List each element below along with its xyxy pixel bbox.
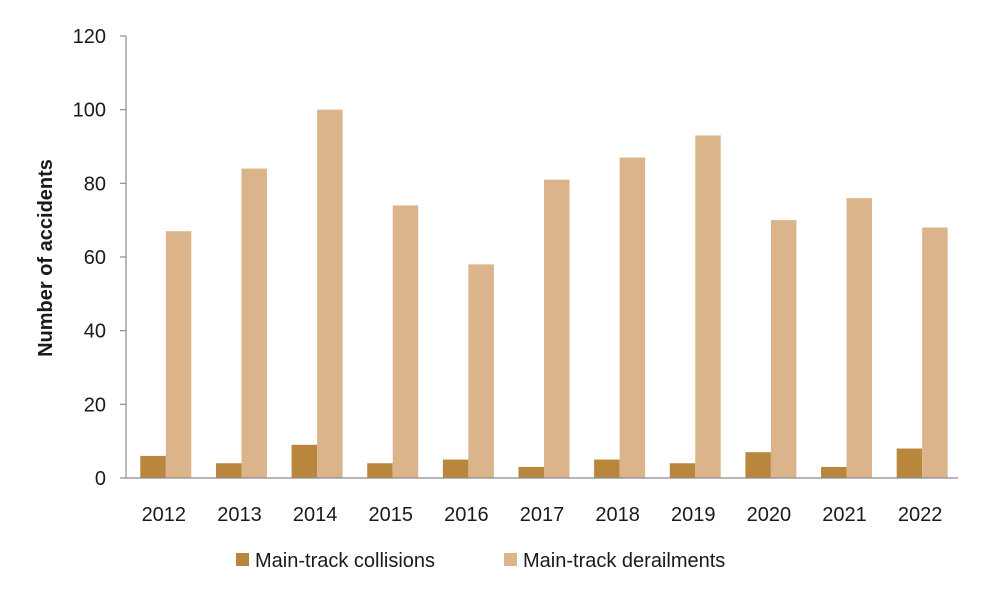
legend-swatch-collisions — [236, 553, 249, 566]
y-tick-label: 0 — [95, 468, 106, 490]
bar-collisions-2018 — [594, 459, 620, 478]
x-tick-label: 2012 — [142, 504, 187, 526]
y-tick-label: 20 — [84, 394, 106, 416]
x-tick-label: 2013 — [217, 504, 262, 526]
bar-collisions-2019 — [669, 463, 696, 478]
x-tick-label: 2020 — [747, 504, 792, 526]
bars — [140, 109, 948, 479]
legend-label-collisions: Main-track collisions — [255, 550, 435, 572]
bar-collisions-2012 — [140, 455, 166, 478]
bar-derailments-2017 — [544, 179, 570, 478]
x-tick-label: 2016 — [444, 504, 489, 526]
legend-label-derailments: Main-track derailments — [523, 550, 725, 572]
bar-collisions-2016 — [442, 459, 469, 478]
legend: Main-track collisions Main-track derailme… — [236, 550, 725, 572]
bar-derailments-2016 — [468, 264, 494, 478]
bar-derailments-2020 — [770, 220, 797, 478]
x-tick-label: 2021 — [822, 504, 867, 526]
bar-collisions-2013 — [215, 463, 242, 478]
y-tick-label: 40 — [84, 321, 106, 343]
bar-derailments-2013 — [241, 168, 267, 478]
y-tick-label: 60 — [84, 247, 106, 269]
bar-collisions-2021 — [821, 466, 847, 478]
y-tick-label: 100 — [73, 100, 106, 122]
bar-collisions-2020 — [745, 452, 771, 478]
x-tick-label: 2014 — [293, 504, 338, 526]
bar-derailments-2015 — [392, 205, 419, 478]
bar-derailments-2014 — [317, 109, 343, 479]
x-tick-label: 2022 — [898, 504, 943, 526]
x-tick-label: 2017 — [520, 504, 565, 526]
legend-swatch-derailments — [504, 553, 517, 566]
y-tick-label: 80 — [84, 173, 106, 195]
x-axis: 2012 2013 2014 2015 2016 2017 2018 2019 2020 2021… — [142, 504, 943, 526]
bar-derailments-2022 — [922, 227, 948, 478]
bar-derailments-2021 — [846, 198, 873, 479]
x-tick-label: 2015 — [368, 504, 413, 526]
bar-collisions-2017 — [518, 466, 544, 478]
bar-derailments-2012 — [165, 231, 192, 478]
bar-collisions-2014 — [291, 444, 318, 478]
bar-collisions-2015 — [367, 463, 393, 478]
bar-collisions-2022 — [896, 448, 923, 478]
bar-derailments-2019 — [695, 135, 721, 478]
y-tick-label: 120 — [73, 26, 106, 48]
x-tick-label: 2019 — [671, 504, 716, 526]
bar-derailments-2018 — [619, 157, 646, 479]
y-axis-title: Number of accidents — [35, 159, 57, 357]
y-axis: 0 20 40 60 80 100 120 — [73, 26, 126, 490]
x-tick-label: 2018 — [595, 504, 640, 526]
